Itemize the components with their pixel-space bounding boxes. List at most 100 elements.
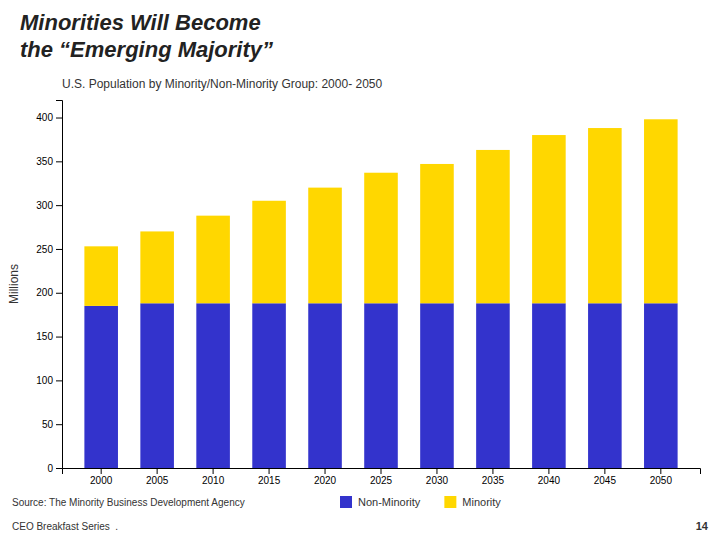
annotation: CEO Breakfast Series . [12,521,118,532]
tick-label: 200 [36,287,53,298]
bar [196,303,230,468]
tick-mark [56,205,62,206]
chart: Minorities Will Becomethe “Emerging Majo… [0,0,720,540]
bar [420,164,454,303]
title: Minorities Will Become [20,10,261,35]
series [84,119,677,306]
tick: 200 [36,287,62,298]
tick: 2025 [370,468,393,486]
tick-label: 2050 [650,475,673,486]
legend-item: Minority [444,496,501,508]
tick-mark [56,468,62,469]
legend-item: Non-Minority [340,496,421,508]
tick: 100 [36,375,62,386]
tick-label: 50 [42,419,54,430]
tick-mark [101,468,102,474]
bar [588,303,622,468]
bar [532,303,566,468]
tick-label: 300 [36,200,53,211]
bar [420,303,454,468]
tick-mark [604,468,605,474]
tick: 2045 [594,468,617,486]
bar [196,216,230,304]
legend-label: Non-Minority [358,496,421,508]
bar [588,128,622,303]
tick-label: 2000 [90,475,113,486]
tick-label: 2005 [146,475,169,486]
tick: 2050 [650,468,673,486]
tick: 150 [36,331,62,342]
tick-mark [56,118,62,119]
tick-label: 2020 [314,475,337,486]
tick: 2015 [258,468,281,486]
tick-label: 100 [36,375,53,386]
tick-label: 400 [36,112,53,123]
title: the “Emerging Majority” [20,37,273,62]
bar [644,303,678,468]
annotation: Source: The Minority Business Developmen… [12,497,245,508]
tick: 2035 [482,468,505,486]
tick-mark [325,468,326,474]
bar [532,135,566,303]
tick-label: 2030 [426,475,449,486]
axis-line [56,101,63,469]
bar [308,188,342,304]
tick-label: 2045 [594,475,617,486]
axis-title: Millions [7,264,21,304]
bar [252,201,286,304]
tick: 2010 [202,468,225,486]
tick-mark [56,293,62,294]
tick-label: 2040 [538,475,561,486]
tick-mark [56,424,62,425]
tick: 0 [47,463,62,474]
bar [140,231,174,303]
tick: 350 [36,156,62,167]
tick: 2040 [538,468,561,486]
tick-label: 250 [36,244,53,255]
tick: 250 [36,244,62,255]
y-axis: 0 50 100 150 200 250 300 350 400 [36,101,62,474]
tick-label: 0 [47,463,53,474]
bar [476,150,510,303]
tick: 300 [36,200,62,211]
subtitle: U.S. Population by Minority/Non-Minority… [62,77,382,91]
tick-mark [269,468,270,474]
tick-label: 2010 [202,475,225,486]
legend: Non-Minority Minority [340,496,501,508]
tick-mark [660,468,661,474]
tick-label: 2025 [370,475,393,486]
bar [476,303,510,468]
tick: 50 [42,419,62,430]
bars [84,119,677,468]
tick-label: 350 [36,156,53,167]
tick-mark [56,380,62,381]
bar [364,173,398,304]
series [84,303,677,468]
tick-label: 150 [36,331,53,342]
legend-swatch [444,496,456,508]
tick-mark [436,468,437,474]
tick-mark [56,249,62,250]
bar [140,303,174,468]
tick-mark [213,468,214,474]
tick-mark [548,468,549,474]
bar [364,303,398,468]
tick-label: 2015 [258,475,281,486]
bar [84,246,118,306]
tick-mark [492,468,493,474]
bar [84,306,118,468]
bar [252,303,286,468]
legend-swatch [340,496,352,508]
tick: 2005 [146,468,169,486]
tick-label: 2035 [482,475,505,486]
axis-line [63,469,701,475]
plot: 0 50 100 150 200 250 300 350 400 2000 2005 2010 2015… [7,101,701,487]
tick-mark [56,161,62,162]
annotation: 14 [696,520,709,532]
x-axis: 2000 2005 2010 2015 2020 2025 2030 2035 2040 2045… [63,468,701,486]
tick: 2020 [314,468,337,486]
bar [644,119,678,303]
tick: 2030 [426,468,449,486]
tick: 2000 [90,468,113,486]
tick-mark [381,468,382,474]
